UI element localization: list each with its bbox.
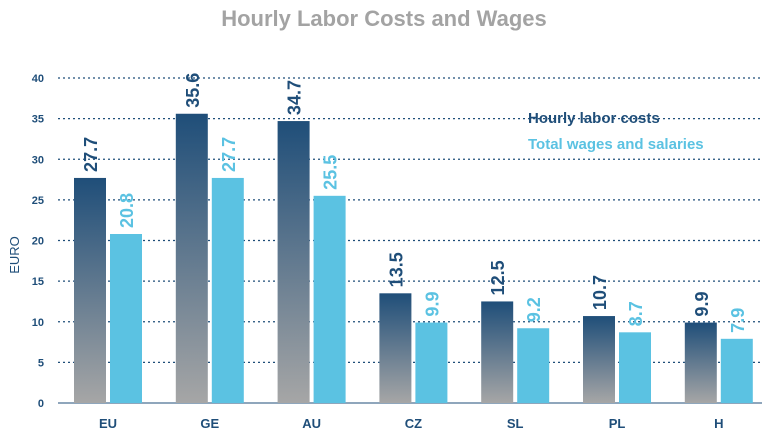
data-label-labor-eu: 27.7 bbox=[81, 137, 101, 172]
legend-total-wages: Total wages and salaries bbox=[528, 136, 704, 153]
data-label-labor-sl: 12.5 bbox=[488, 260, 508, 295]
data-label-labor-au: 34.7 bbox=[285, 80, 305, 115]
data-label-labor-pl: 10.7 bbox=[590, 275, 610, 310]
data-label-wages-h: 7.9 bbox=[728, 308, 748, 333]
y-tick-label-20: 20 bbox=[32, 236, 44, 248]
bar-wages-sl bbox=[517, 328, 550, 403]
bar-labor-cz bbox=[379, 293, 412, 403]
data-label-wages-pl: 8.7 bbox=[626, 301, 646, 326]
y-tick-label-25: 25 bbox=[32, 195, 44, 207]
data-label-labor-cz: 13.5 bbox=[386, 252, 406, 287]
data-label-labor-ge: 35.6 bbox=[183, 73, 203, 108]
y-tick-label-40: 40 bbox=[32, 73, 44, 85]
y-tick-label-10: 10 bbox=[32, 317, 44, 329]
bar-wages-h bbox=[720, 338, 753, 403]
bar-wages-ge bbox=[211, 177, 244, 403]
bar-wages-au bbox=[313, 195, 346, 403]
y-axis-title: EURO bbox=[7, 236, 22, 274]
bar-wages-cz bbox=[415, 322, 448, 403]
bar-labor-sl bbox=[481, 301, 514, 403]
bar-labor-pl bbox=[583, 316, 615, 403]
y-tick-label-0: 0 bbox=[38, 398, 44, 410]
y-tick-label-5: 5 bbox=[38, 357, 44, 369]
y-tick-label-15: 15 bbox=[32, 276, 44, 288]
data-label-wages-sl: 9.2 bbox=[524, 297, 544, 322]
bar-labor-ge bbox=[175, 113, 208, 403]
data-label-wages-cz: 9.9 bbox=[422, 292, 442, 317]
y-tick-label-30: 30 bbox=[32, 154, 44, 166]
x-tick-label-pl: PL bbox=[609, 416, 626, 431]
x-tick-label-ge: GE bbox=[200, 416, 219, 431]
data-label-wages-eu: 20.8 bbox=[117, 193, 137, 228]
bar-labor-eu bbox=[74, 177, 106, 403]
x-tick-label-au: AU bbox=[302, 416, 321, 431]
data-label-labor-h: 9.9 bbox=[692, 292, 712, 317]
bar-labor-au bbox=[277, 121, 310, 403]
bar-labor-h bbox=[684, 322, 717, 403]
legend-hourly-labor-costs: Hourly labor costs bbox=[528, 110, 660, 127]
x-tick-label-h: H bbox=[714, 416, 723, 431]
bar-wages-pl bbox=[619, 332, 651, 403]
bar-wages-eu bbox=[110, 234, 142, 403]
chart-title: Hourly Labor Costs and Wages bbox=[221, 6, 547, 31]
data-label-wages-ge: 27.7 bbox=[219, 137, 239, 172]
x-tick-label-eu: EU bbox=[99, 416, 117, 431]
y-tick-label-35: 35 bbox=[32, 114, 44, 126]
x-tick-label-sl: SL bbox=[507, 416, 524, 431]
data-label-wages-au: 25.5 bbox=[321, 155, 341, 190]
x-tick-label-cz: CZ bbox=[405, 416, 422, 431]
